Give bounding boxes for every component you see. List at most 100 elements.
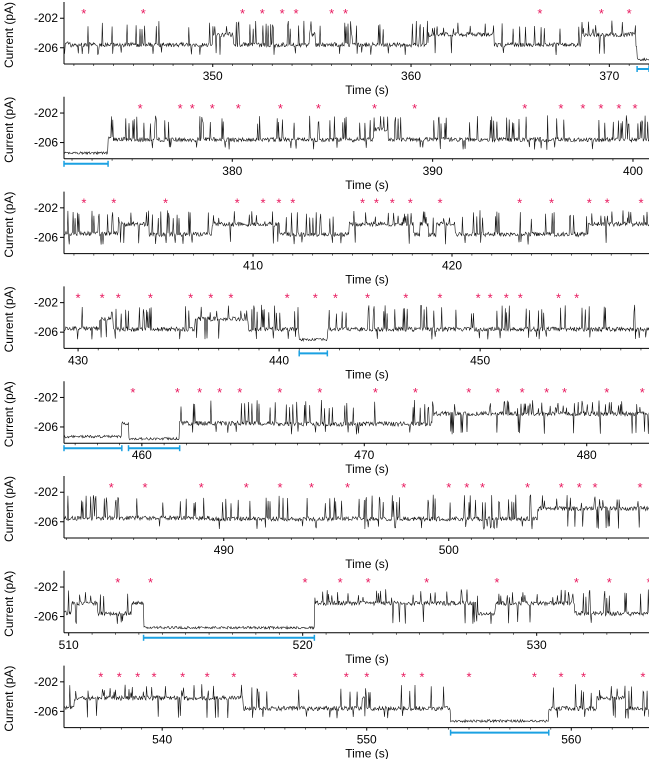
x-tick-label: 400: [623, 164, 643, 178]
event-star: *: [592, 480, 597, 495]
y-axis-label: Current (pA): [2, 286, 16, 352]
event-star: *: [277, 385, 282, 400]
x-tick-label: 360: [401, 69, 421, 83]
event-star: *: [616, 101, 621, 116]
event-star: *: [522, 101, 527, 116]
x-tick-label: 470: [354, 448, 374, 462]
x-tick-label: 420: [442, 259, 462, 273]
x-tick-label: 550: [357, 733, 377, 747]
event-star: *: [412, 101, 417, 116]
current-trace: [63, 210, 649, 245]
event-star: *: [520, 385, 525, 400]
event-star: *: [76, 290, 81, 305]
event-star: *: [142, 480, 147, 495]
x-tick-label: 510: [59, 638, 79, 652]
event-star: *: [217, 385, 222, 400]
y-tick-label: -206: [34, 704, 58, 718]
y-axis-label: Current (pA): [2, 476, 16, 542]
current-trace: [63, 684, 649, 724]
y-tick-label: -206: [34, 420, 58, 434]
event-star: *: [413, 385, 418, 400]
event-star: *: [81, 196, 86, 211]
panel-3: Current (pA) -202 -206 410 420 Time (s) * * * * * *…: [2, 192, 649, 287]
y-axis-label: Current (pA): [2, 571, 16, 637]
event-star: *: [260, 196, 265, 211]
event-star: *: [278, 101, 283, 116]
x-tick-label: 480: [577, 448, 597, 462]
event-star: *: [549, 196, 554, 211]
event-star: *: [197, 385, 202, 400]
event-star: *: [293, 6, 298, 21]
event-star: *: [329, 6, 334, 21]
event-star: *: [313, 290, 318, 305]
x-axis-label: Time (s): [345, 747, 389, 759]
x-axis-label: Time (s): [345, 367, 389, 381]
x-axis-label: Time (s): [345, 83, 389, 97]
y-tick-label: -202: [34, 675, 58, 689]
event-star: *: [360, 196, 365, 211]
y-axis-label: Current (pA): [2, 666, 16, 732]
x-tick-label: 490: [214, 543, 234, 557]
y-tick-label: -202: [34, 11, 58, 25]
event-star: *: [208, 290, 213, 305]
event-star: *: [309, 480, 314, 495]
x-tick-label: 370: [599, 69, 619, 83]
event-star: *: [605, 196, 610, 211]
x-tick-label: 500: [439, 543, 459, 557]
x-tick-label: 460: [132, 448, 152, 462]
x-tick-label: 410: [243, 259, 263, 273]
event-star: *: [163, 196, 168, 211]
event-star: *: [135, 670, 140, 685]
event-star: *: [365, 290, 370, 305]
event-star: *: [178, 101, 183, 116]
x-tick-label: 560: [561, 733, 581, 747]
y-tick-label: -202: [34, 485, 58, 499]
y-tick-label: -206: [34, 230, 58, 244]
y-tick-label: -206: [34, 515, 58, 529]
panel-5: Current (pA) -202 -206 460 470 480 Time (s) * * *…: [2, 381, 649, 476]
x-axis-label: Time (s): [345, 273, 389, 287]
event-star: *: [148, 575, 153, 590]
x-axis-label: Time (s): [345, 178, 389, 192]
event-star: *: [210, 101, 215, 116]
current-trace: [63, 304, 649, 342]
event-star: *: [293, 670, 298, 685]
event-star: *: [562, 385, 567, 400]
y-tick-label: -206: [34, 325, 58, 339]
event-star: *: [559, 480, 564, 495]
event-star: *: [646, 575, 649, 590]
event-star: *: [494, 575, 499, 590]
event-star: *: [141, 6, 146, 21]
event-star: *: [240, 6, 245, 21]
event-star: *: [276, 196, 281, 211]
event-star: *: [236, 101, 241, 116]
x-tick-label: 450: [470, 353, 490, 367]
y-axis-label: Current (pA): [2, 381, 16, 447]
event-star: *: [574, 575, 579, 590]
event-star: *: [446, 480, 451, 495]
event-star: *: [537, 6, 542, 21]
y-tick-label: -206: [34, 610, 58, 624]
current-trace: [63, 494, 649, 530]
panel-6: Current (pA) -202 -206 490 500 Time (s) * * * * * *…: [2, 476, 649, 571]
event-star: *: [302, 575, 307, 590]
event-star: *: [480, 480, 485, 495]
y-tick-label: -202: [34, 106, 58, 120]
event-star: *: [544, 385, 549, 400]
event-star: *: [344, 670, 349, 685]
event-star: *: [632, 101, 637, 116]
event-star: *: [148, 290, 153, 305]
x-tick-label: 350: [203, 69, 223, 83]
event-star: *: [464, 480, 469, 495]
event-star: *: [559, 670, 564, 685]
event-star: *: [424, 575, 429, 590]
event-star: *: [237, 385, 242, 400]
event-star: *: [607, 575, 612, 590]
y-axis-label: Current (pA): [2, 192, 16, 258]
event-star: *: [604, 385, 609, 400]
y-axis-label: Current (pA): [2, 2, 16, 68]
event-star: *: [81, 6, 86, 21]
current-trace: [63, 20, 649, 62]
event-star: *: [488, 290, 493, 305]
event-star: *: [581, 670, 586, 685]
